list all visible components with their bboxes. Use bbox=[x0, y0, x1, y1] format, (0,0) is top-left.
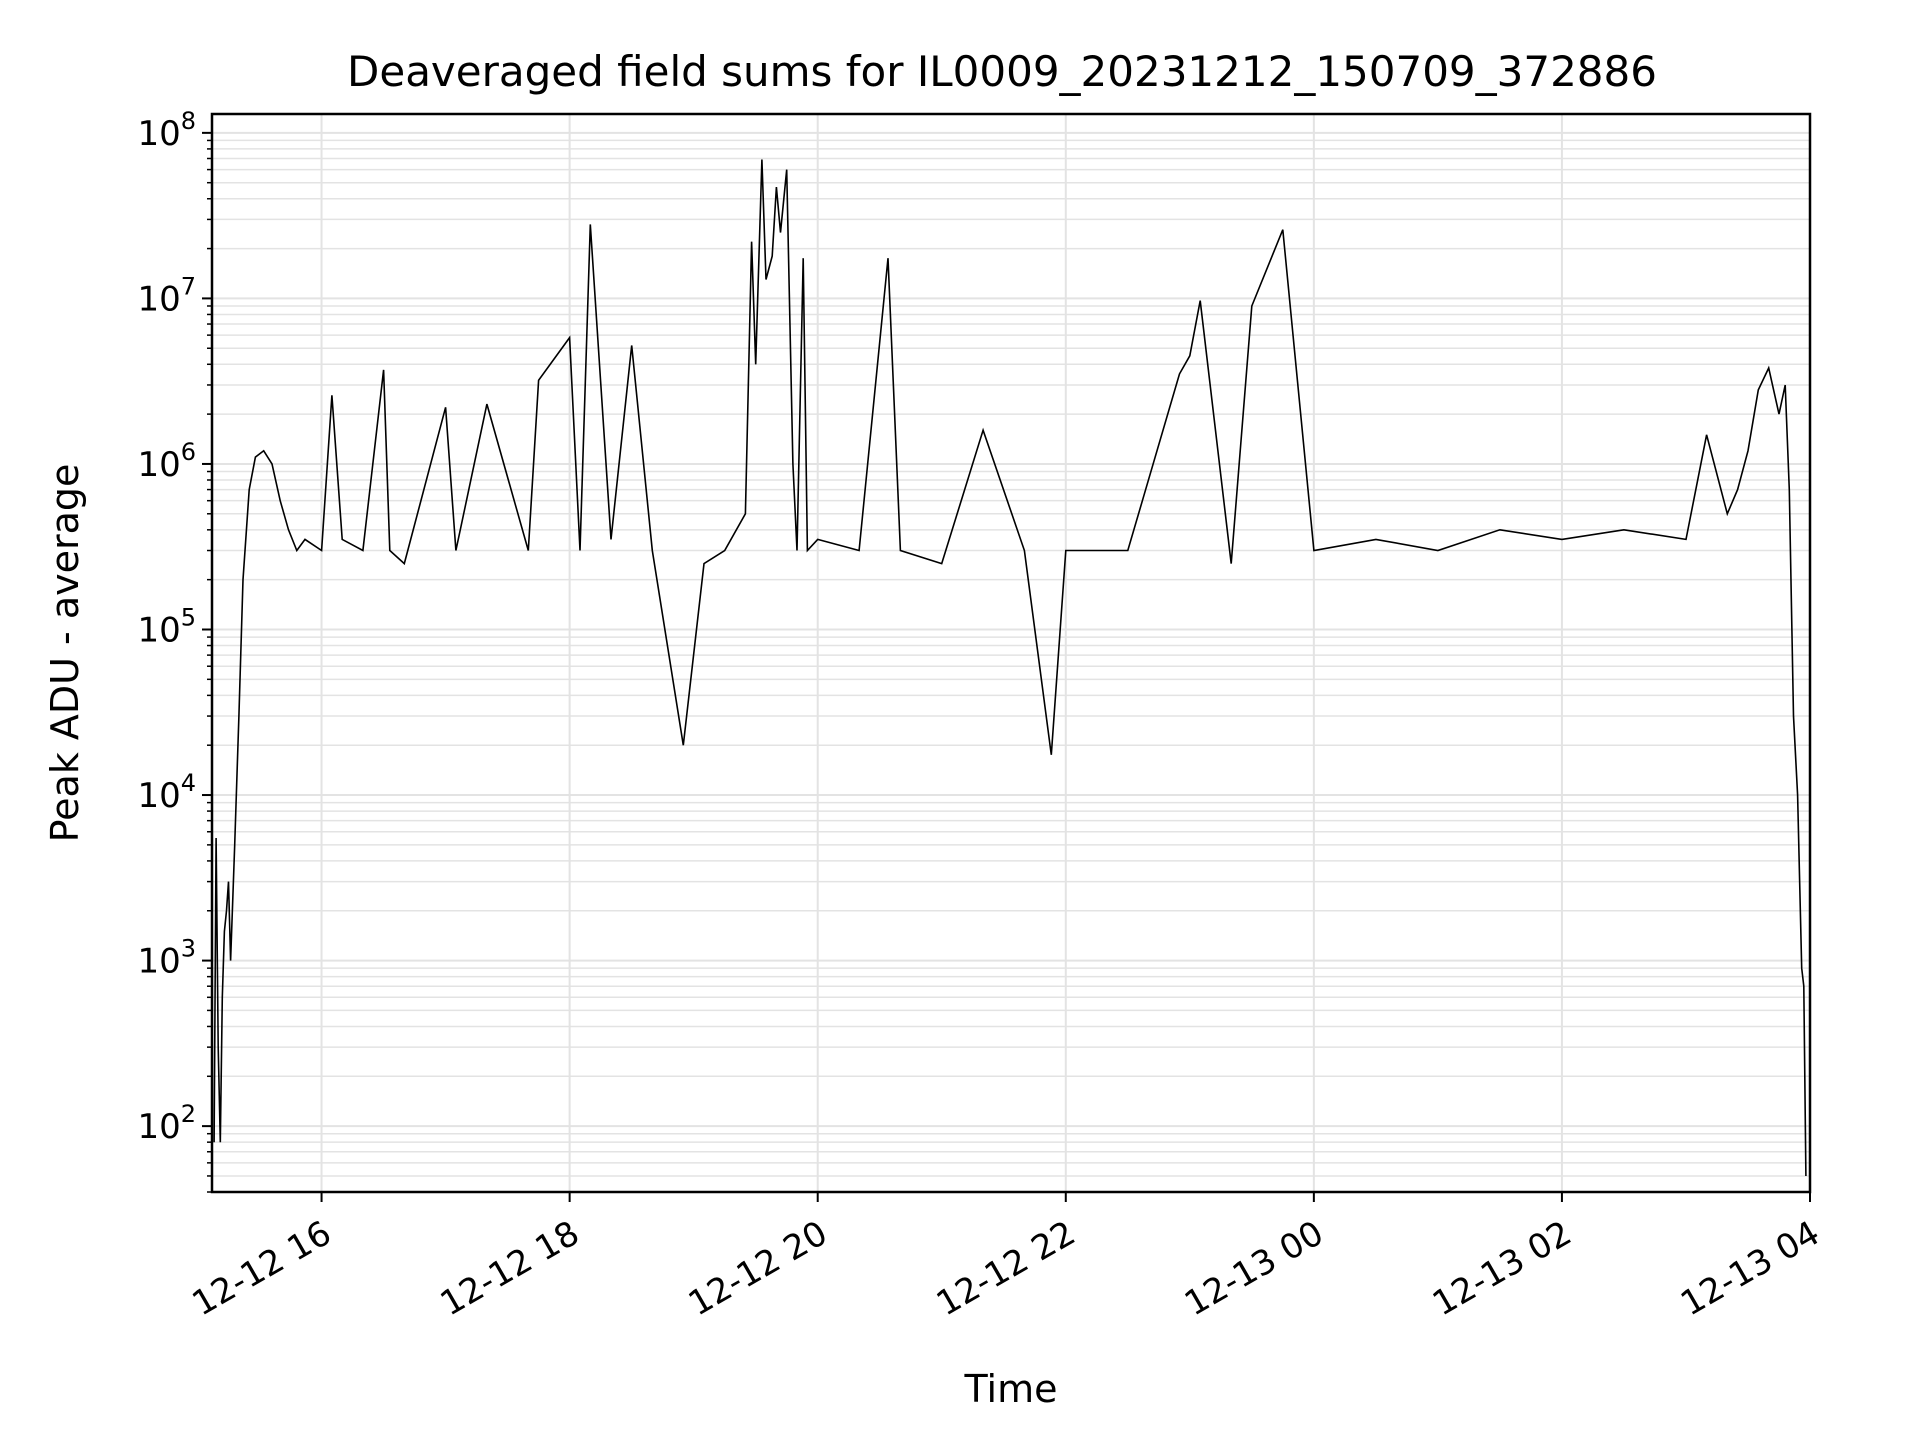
x-tick-label: 12-12 22 bbox=[930, 1213, 1082, 1324]
y-axis: 102 103 104 105 106 107 108 bbox=[137, 107, 212, 1193]
x-axis-label: Time bbox=[964, 1367, 1058, 1411]
plot-frame bbox=[210, 112, 1812, 1194]
grid-lines bbox=[212, 114, 1811, 1193]
x-tick-label: 12-12 16 bbox=[186, 1213, 338, 1324]
x-tick-label: 12-13 02 bbox=[1426, 1213, 1578, 1324]
x-tick-label: 12-13 04 bbox=[1674, 1213, 1826, 1324]
x-tick-label: 12-12 20 bbox=[682, 1213, 834, 1324]
y-tick-label: 102 bbox=[137, 1100, 196, 1147]
chart-title: Deaveraged field sums for IL0009_2023121… bbox=[347, 47, 1657, 96]
series-layer bbox=[213, 159, 1807, 1177]
y-axis-label: Peak ADU - average bbox=[43, 464, 87, 843]
data-series-line bbox=[213, 159, 1807, 1177]
x-tick-label: 12-13 00 bbox=[1178, 1213, 1330, 1324]
x-tick-label: 12-12 18 bbox=[434, 1213, 586, 1324]
y-tick-label: 105 bbox=[137, 603, 196, 650]
y-tick-label: 106 bbox=[137, 438, 196, 485]
x-axis: 12-12 16 12-12 18 12-12 20 12-12 22 12-13 00… bbox=[186, 1192, 1827, 1324]
y-tick-label: 103 bbox=[137, 935, 196, 982]
y-tick-label: 107 bbox=[137, 272, 196, 319]
y-tick-label: 104 bbox=[137, 769, 196, 816]
y-tick-label: 108 bbox=[137, 107, 196, 154]
